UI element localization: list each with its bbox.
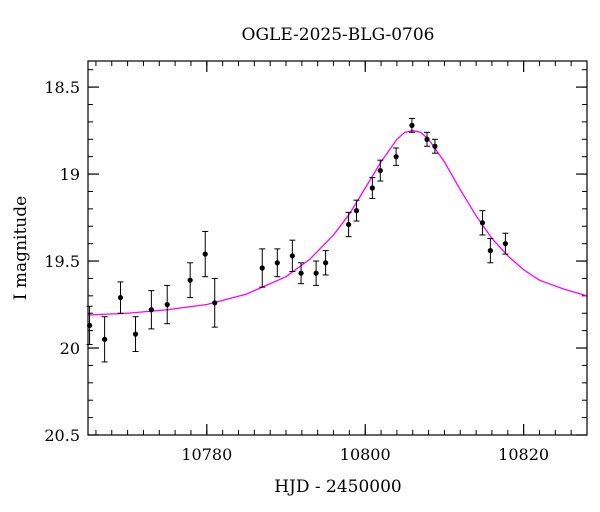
point-marker [479, 220, 486, 226]
y-tick-label: 19.5 [44, 252, 80, 271]
x-tick-label: 10800 [340, 445, 391, 464]
data-point [479, 210, 486, 236]
point-marker [377, 167, 383, 174]
point-marker [369, 185, 375, 191]
data-point [274, 248, 281, 278]
point-marker [353, 208, 360, 214]
data-point [431, 138, 438, 154]
data-point [322, 250, 329, 276]
data-point [117, 281, 124, 314]
data-point [424, 131, 431, 147]
point-marker [117, 294, 124, 301]
data-point [369, 177, 376, 199]
y-tick-label: 20.5 [44, 426, 80, 445]
data-point [289, 239, 296, 272]
point-marker [424, 136, 430, 142]
data-point [345, 211, 352, 238]
data-point [164, 284, 171, 325]
point-marker [502, 241, 509, 247]
y-axis-label: I magnitude [11, 196, 31, 300]
x-tick-label: 10820 [498, 445, 549, 464]
data-point [393, 147, 400, 166]
point-marker [212, 300, 218, 306]
point-marker [345, 221, 352, 228]
data-point [259, 248, 266, 288]
plot-frame [87, 60, 588, 436]
data-point [187, 262, 194, 299]
point-marker [148, 307, 154, 313]
data-point [408, 117, 415, 133]
data-point [377, 159, 384, 182]
data-points [86, 117, 509, 363]
point-marker [432, 143, 438, 149]
point-marker [289, 253, 295, 259]
point-marker [132, 331, 139, 337]
data-point [202, 230, 209, 278]
data-point [487, 237, 494, 264]
point-marker [102, 336, 108, 342]
data-point [313, 260, 320, 286]
data-point [101, 316, 108, 363]
data-point [298, 262, 305, 285]
data-point [502, 232, 509, 255]
x-tick-label: 10780 [181, 445, 232, 464]
point-marker [487, 248, 493, 254]
data-point [211, 277, 218, 328]
y-tick-label: 18.5 [44, 78, 80, 97]
point-marker [274, 260, 280, 266]
point-marker [393, 154, 399, 160]
point-marker [323, 260, 329, 266]
y-tick-label: 20 [60, 339, 80, 358]
point-marker [164, 301, 170, 308]
data-point [353, 199, 360, 222]
point-marker [313, 270, 319, 276]
point-marker [409, 122, 415, 128]
x-axis-label: HJD - 2450000 [274, 477, 402, 497]
model-curve [87, 129, 588, 316]
axes-ticks [88, 61, 588, 436]
point-marker [298, 270, 304, 276]
point-marker [187, 277, 193, 283]
point-marker [202, 251, 208, 257]
point-marker [259, 265, 265, 271]
chart-title: OGLE-2025-BLG-0706 [242, 25, 435, 45]
y-tick-label: 19 [60, 165, 80, 184]
tick-labels: 10780 10800 10820 18.5 19 19.5 20 20.5 [44, 78, 549, 464]
data-point [148, 290, 155, 330]
data-point [132, 316, 139, 353]
